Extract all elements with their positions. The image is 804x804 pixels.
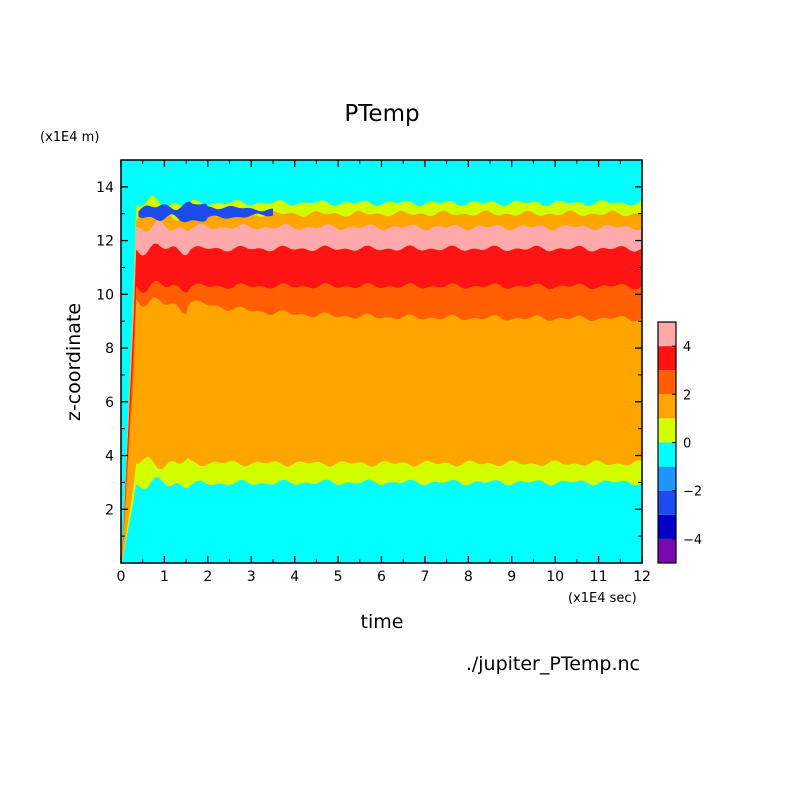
x-tick-label: 4 xyxy=(290,569,299,585)
colorbar: −4 −2 0 2 4 xyxy=(657,321,702,564)
colorbar-swatch xyxy=(658,466,676,491)
colorbar-tick-label: 4 xyxy=(683,340,691,355)
colorbar-swatch xyxy=(658,514,676,539)
x-tick-label: 11 xyxy=(590,569,608,585)
colorbar-tick-label: 0 xyxy=(683,437,691,452)
x-tick-label: 5 xyxy=(334,569,343,585)
colorbar-swatch xyxy=(658,346,676,371)
x-tick-label: 3 xyxy=(247,569,256,585)
x-tick-label: 9 xyxy=(507,569,516,585)
x-tick-label: 8 xyxy=(464,569,473,585)
y-tick-label: 12 xyxy=(96,234,114,250)
y-axis-label: z-coordinate xyxy=(63,303,85,421)
colorbar-swatch xyxy=(658,418,676,443)
contour-band xyxy=(121,477,642,563)
colorbar-tick-label: −4 xyxy=(683,533,702,548)
colorbar-swatch xyxy=(658,394,676,419)
colorbar-swatch xyxy=(658,322,676,347)
x-tick-label: 7 xyxy=(420,569,429,585)
source-filename: ./jupiter_PTemp.nc xyxy=(466,653,640,675)
colorbar-swatch xyxy=(658,490,676,515)
y-tick-label: 2 xyxy=(105,502,114,518)
y-tick-label: 4 xyxy=(105,449,114,465)
x-tick-label: 12 xyxy=(633,569,651,585)
plot-area xyxy=(121,160,642,563)
x-tick-label: 1 xyxy=(160,569,169,585)
colorbar-tick-label: −2 xyxy=(683,485,702,500)
y-tick-label: 6 xyxy=(105,395,114,411)
x-tick-label: 6 xyxy=(377,569,386,585)
colorbar-tick-label: 2 xyxy=(683,388,691,403)
contour-band xyxy=(138,201,273,223)
y-tick-label: 10 xyxy=(96,287,114,303)
x-unit-label: (x1E4 sec) xyxy=(568,591,637,606)
colorbar-swatch xyxy=(658,370,676,395)
x-axis-label: time xyxy=(361,611,404,633)
x-tick-label: 0 xyxy=(117,569,126,585)
y-tick-label: 14 xyxy=(96,180,114,196)
x-tick-label: 10 xyxy=(546,569,564,585)
x-tick-label: 2 xyxy=(203,569,212,585)
colorbar-swatch xyxy=(658,442,676,467)
y-tick-label: 8 xyxy=(105,341,114,357)
chart-title: PTemp xyxy=(344,101,419,127)
y-unit-label: (x1E4 m) xyxy=(40,130,99,145)
colorbar-swatch xyxy=(658,538,676,563)
